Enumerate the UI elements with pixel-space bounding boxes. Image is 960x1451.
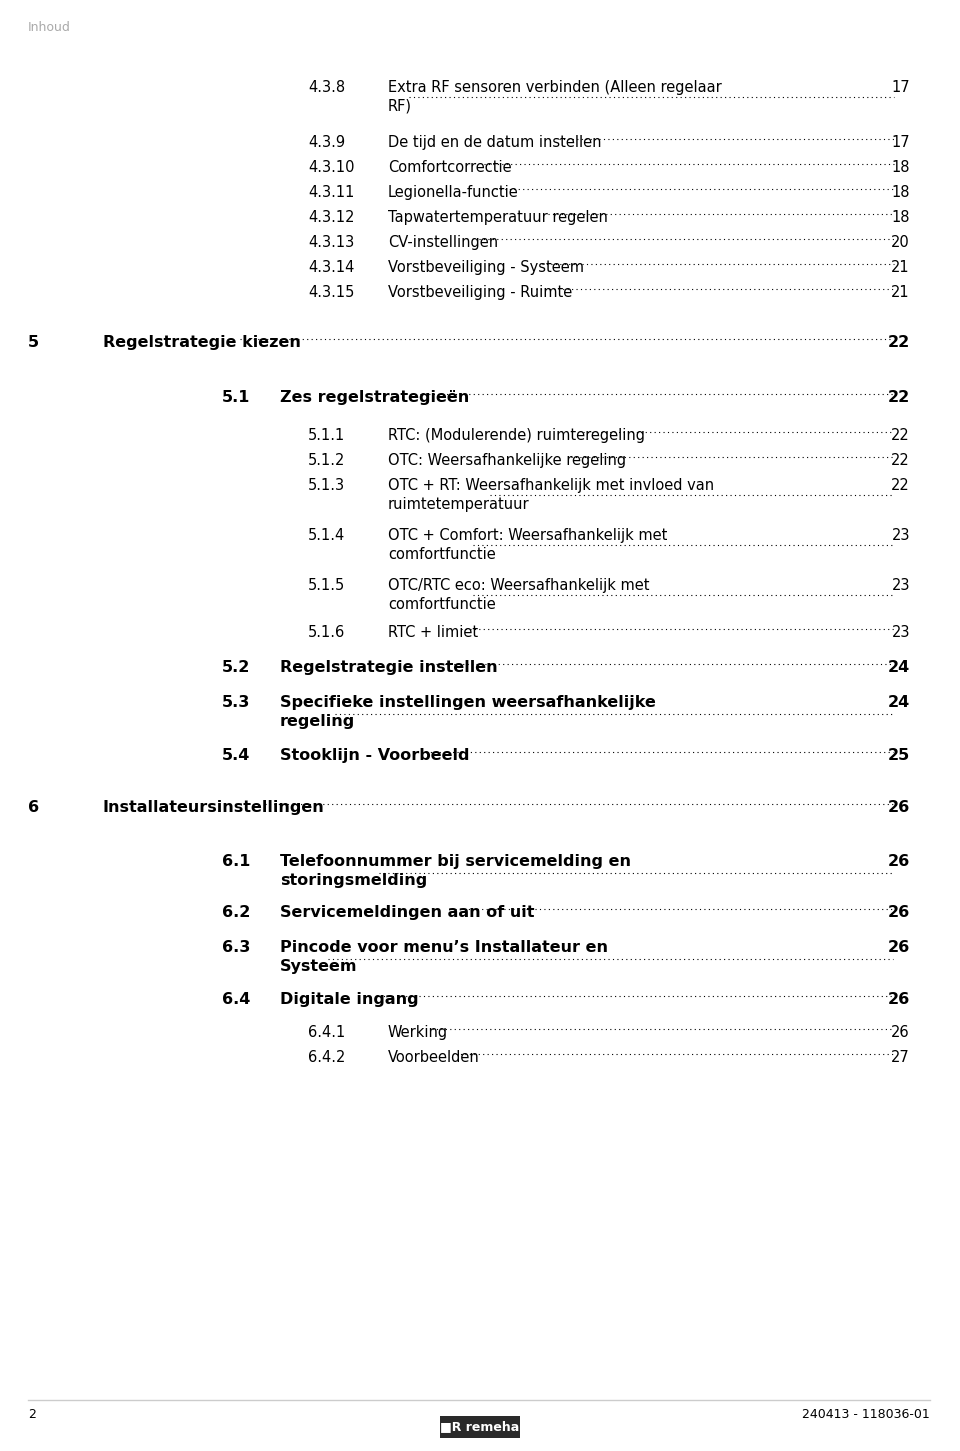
Text: 5.4: 5.4 bbox=[222, 749, 251, 763]
Text: 26: 26 bbox=[888, 905, 910, 920]
Text: 6: 6 bbox=[28, 800, 39, 815]
Text: ■R remeha: ■R remeha bbox=[441, 1421, 519, 1434]
Text: 5.1.6: 5.1.6 bbox=[308, 625, 346, 640]
Text: 6.4.1: 6.4.1 bbox=[308, 1024, 346, 1040]
Text: 26: 26 bbox=[892, 1024, 910, 1040]
Text: 17: 17 bbox=[892, 80, 910, 94]
Text: 26: 26 bbox=[888, 992, 910, 1007]
Text: 22: 22 bbox=[891, 428, 910, 443]
Text: Extra RF sensoren verbinden (Alleen regelaar
RF): Extra RF sensoren verbinden (Alleen rege… bbox=[388, 80, 722, 113]
Text: OTC: Weersafhankelijke regeling: OTC: Weersafhankelijke regeling bbox=[388, 453, 626, 469]
Text: 5.1: 5.1 bbox=[222, 390, 251, 405]
Text: 5.1.3: 5.1.3 bbox=[308, 477, 346, 493]
Text: 4.3.13: 4.3.13 bbox=[308, 235, 354, 250]
Text: 22: 22 bbox=[888, 390, 910, 405]
Text: 4.3.15: 4.3.15 bbox=[308, 284, 354, 300]
Text: 6.4: 6.4 bbox=[222, 992, 251, 1007]
Text: OTC/RTC eco: Weersafhankelijk met
comfortfunctie: OTC/RTC eco: Weersafhankelijk met comfor… bbox=[388, 577, 650, 612]
Text: 240413 - 118036-01: 240413 - 118036-01 bbox=[803, 1407, 930, 1421]
Text: 21: 21 bbox=[892, 260, 910, 276]
Text: OTC + Comfort: Weersafhankelijk met
comfortfunctie: OTC + Comfort: Weersafhankelijk met comf… bbox=[388, 528, 667, 562]
Text: 5: 5 bbox=[28, 335, 39, 350]
Text: 22: 22 bbox=[888, 335, 910, 350]
Text: 22: 22 bbox=[891, 477, 910, 493]
Text: 23: 23 bbox=[892, 625, 910, 640]
Text: 21: 21 bbox=[892, 284, 910, 300]
Text: Installateursinstellingen: Installateursinstellingen bbox=[103, 800, 324, 815]
Text: 4.3.10: 4.3.10 bbox=[308, 160, 354, 176]
Text: Specifieke instellingen weersafhankelijke
regeling: Specifieke instellingen weersafhankelijk… bbox=[280, 695, 656, 728]
Text: 26: 26 bbox=[888, 855, 910, 869]
Text: 5.1.2: 5.1.2 bbox=[308, 453, 346, 469]
Text: Werking: Werking bbox=[388, 1024, 448, 1040]
Text: 2: 2 bbox=[28, 1407, 36, 1421]
Text: 22: 22 bbox=[891, 453, 910, 469]
Text: RTC + limiet: RTC + limiet bbox=[388, 625, 478, 640]
Text: Digitale ingang: Digitale ingang bbox=[280, 992, 419, 1007]
FancyBboxPatch shape bbox=[440, 1416, 520, 1438]
Text: 4.3.14: 4.3.14 bbox=[308, 260, 354, 276]
Text: Regelstrategie instellen: Regelstrategie instellen bbox=[280, 660, 497, 675]
Text: 23: 23 bbox=[892, 528, 910, 543]
Text: Tapwatertemperatuur regelen: Tapwatertemperatuur regelen bbox=[388, 210, 608, 225]
Text: Comfortcorrectie: Comfortcorrectie bbox=[388, 160, 512, 176]
Text: 6.3: 6.3 bbox=[222, 940, 251, 955]
Text: 17: 17 bbox=[892, 135, 910, 149]
Text: 26: 26 bbox=[888, 940, 910, 955]
Text: 4.3.9: 4.3.9 bbox=[308, 135, 346, 149]
Text: Pincode voor menu’s Installateur en
Systeem: Pincode voor menu’s Installateur en Syst… bbox=[280, 940, 608, 974]
Text: OTC + RT: Weersafhankelijk met invloed van
ruimtetemperatuur: OTC + RT: Weersafhankelijk met invloed v… bbox=[388, 477, 714, 512]
Text: 27: 27 bbox=[891, 1051, 910, 1065]
Text: Inhoud: Inhoud bbox=[28, 20, 71, 33]
Text: 4.3.12: 4.3.12 bbox=[308, 210, 354, 225]
Text: 24: 24 bbox=[888, 660, 910, 675]
Text: 24: 24 bbox=[888, 695, 910, 710]
Text: Stooklijn - Voorbeeld: Stooklijn - Voorbeeld bbox=[280, 749, 469, 763]
Text: 5.1.4: 5.1.4 bbox=[308, 528, 346, 543]
Text: 5.3: 5.3 bbox=[222, 695, 251, 710]
Text: 20: 20 bbox=[891, 235, 910, 250]
Text: 5.1.5: 5.1.5 bbox=[308, 577, 346, 593]
Text: Regelstrategie kiezen: Regelstrategie kiezen bbox=[103, 335, 300, 350]
Text: De tijd en de datum instellen: De tijd en de datum instellen bbox=[388, 135, 602, 149]
Text: Legionella-functie: Legionella-functie bbox=[388, 184, 518, 200]
Text: 25: 25 bbox=[888, 749, 910, 763]
Text: RTC: (Modulerende) ruimteregeling: RTC: (Modulerende) ruimteregeling bbox=[388, 428, 645, 443]
Text: Servicemeldingen aan of uit: Servicemeldingen aan of uit bbox=[280, 905, 535, 920]
Text: 4.3.11: 4.3.11 bbox=[308, 184, 354, 200]
Text: 26: 26 bbox=[888, 800, 910, 815]
Text: 4.3.8: 4.3.8 bbox=[308, 80, 346, 94]
Text: 6.4.2: 6.4.2 bbox=[308, 1051, 346, 1065]
Text: Vorstbeveiliging - Systeem: Vorstbeveiliging - Systeem bbox=[388, 260, 584, 276]
Text: Voorbeelden: Voorbeelden bbox=[388, 1051, 480, 1065]
Text: Zes regelstrategieën: Zes regelstrategieën bbox=[280, 390, 469, 405]
Text: Vorstbeveiliging - Ruimte: Vorstbeveiliging - Ruimte bbox=[388, 284, 572, 300]
Text: CV-instellingen: CV-instellingen bbox=[388, 235, 498, 250]
Text: 6.2: 6.2 bbox=[222, 905, 251, 920]
Text: 18: 18 bbox=[892, 160, 910, 176]
Text: 18: 18 bbox=[892, 210, 910, 225]
Text: 6.1: 6.1 bbox=[222, 855, 251, 869]
Text: 18: 18 bbox=[892, 184, 910, 200]
Text: 5.1.1: 5.1.1 bbox=[308, 428, 346, 443]
Text: 5.2: 5.2 bbox=[222, 660, 251, 675]
Text: Telefoonnummer bij servicemelding en
storingsmelding: Telefoonnummer bij servicemelding en sto… bbox=[280, 855, 631, 888]
Text: 23: 23 bbox=[892, 577, 910, 593]
